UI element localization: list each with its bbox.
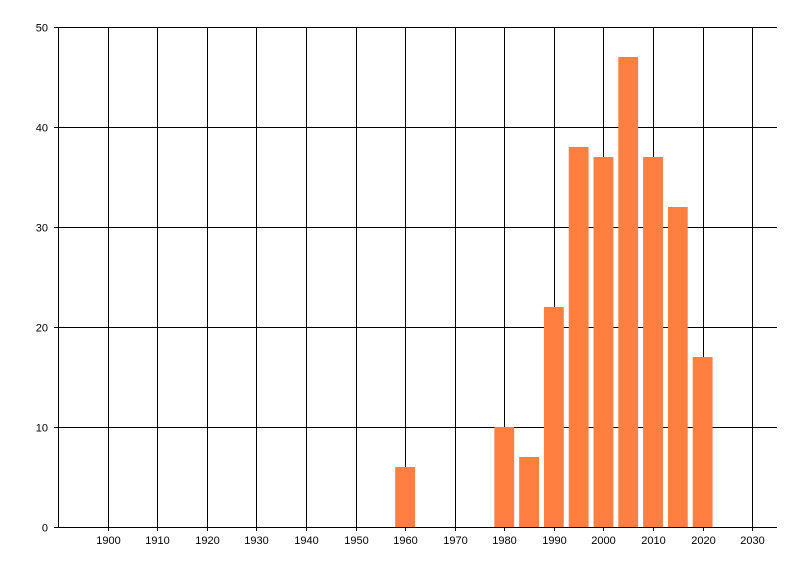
y-tick-label: 10 [36,423,48,435]
bar [643,157,663,527]
y-tick-label: 0 [42,523,48,535]
x-tick-label: 1920 [195,535,219,547]
x-tick-label: 2020 [691,535,715,547]
bar [395,467,416,527]
y-tick-label: 30 [36,223,48,235]
bar [568,147,589,527]
bar [593,157,614,527]
x-tick-label: 1910 [145,535,169,547]
axes [58,27,777,528]
x-tick-label: 1970 [443,535,467,547]
x-tick-label: 1930 [244,535,268,547]
x-tick-label: 1940 [294,535,318,547]
x-tick-label: 1960 [393,535,417,547]
x-tick-label: 1900 [96,535,120,547]
x-tick-label: 1980 [492,535,516,547]
bar [692,357,713,527]
y-axis-ticks: 0 10 20 30 40 50 [36,23,58,535]
bar [494,427,515,527]
bar [543,307,564,527]
bars [395,57,713,527]
bar [618,57,639,527]
bar [519,457,539,527]
x-tick-label: 2010 [641,535,665,547]
x-tick-label: 2030 [740,535,764,547]
x-tick-label: 1950 [344,535,368,547]
y-tick-label: 20 [36,323,48,335]
x-tick-label: 1990 [542,535,566,547]
x-axis-ticks: 1900 1910 1920 1930 1940 1950 1960 1970 1980 1990… [96,535,764,547]
y-tick-label: 50 [36,23,48,35]
x-tick-label: 2000 [591,535,615,547]
bar [667,207,688,527]
y-tick-label: 40 [36,123,48,135]
